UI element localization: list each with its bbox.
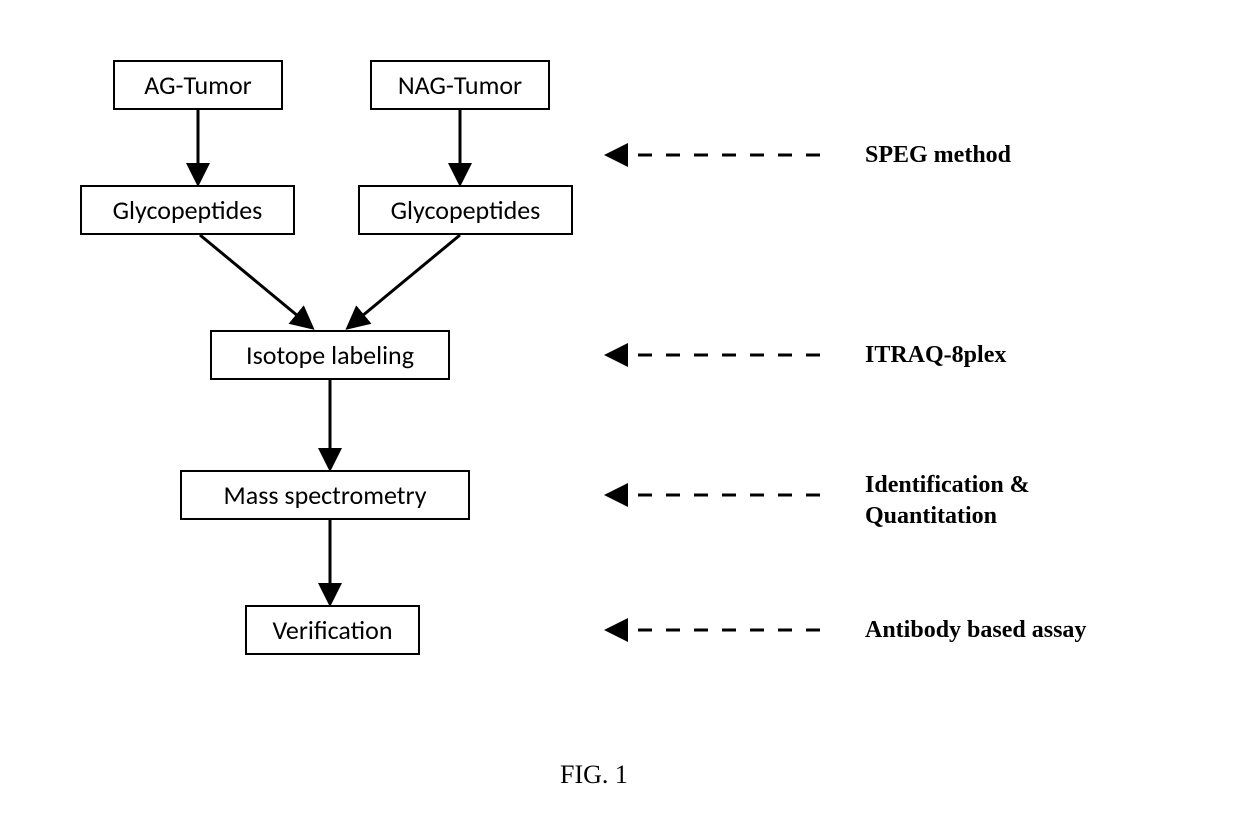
caption-text: FIG. 1	[560, 760, 628, 789]
flow-arrow	[200, 235, 310, 326]
node-label: Mass spectrometry	[224, 479, 427, 511]
annotation-label: Identification & Quantitation	[865, 472, 1030, 529]
node-label: Glycopeptides	[391, 194, 541, 226]
node-glycopeptides-left: Glycopeptides	[80, 185, 295, 235]
node-label: Verification	[272, 614, 392, 646]
annotation-identification-quantitation: Identification & Quantitation	[865, 470, 1165, 532]
annotation-label: SPEG method	[865, 142, 1011, 168]
node-glycopeptides-right: Glycopeptides	[358, 185, 573, 235]
node-label: NAG-Tumor	[398, 69, 522, 101]
annotation-antibody-based-assay: Antibody based assay	[865, 615, 1185, 646]
diagram-canvas: AG-Tumor NAG-Tumor Glycopeptides Glycope…	[0, 0, 1240, 824]
figure-caption: FIG. 1	[560, 760, 628, 790]
annotation-label: ITRAQ-8plex	[865, 342, 1006, 368]
annotation-speg-method: SPEG method	[865, 140, 1165, 171]
flow-arrow	[350, 235, 460, 326]
node-verification: Verification	[245, 605, 420, 655]
annotation-label: Antibody based assay	[865, 617, 1086, 643]
node-label: AG-Tumor	[144, 69, 251, 101]
node-mass-spectrometry: Mass spectrometry	[180, 470, 470, 520]
annotation-itraq-8plex: ITRAQ-8plex	[865, 340, 1165, 371]
node-nag-tumor: NAG-Tumor	[370, 60, 550, 110]
dashed-annotation-arrows-group	[610, 155, 830, 630]
node-label: Isotope labeling	[246, 339, 414, 371]
connector-layer	[0, 0, 1240, 824]
node-label: Glycopeptides	[113, 194, 263, 226]
node-ag-tumor: AG-Tumor	[113, 60, 283, 110]
node-isotope-labeling: Isotope labeling	[210, 330, 450, 380]
